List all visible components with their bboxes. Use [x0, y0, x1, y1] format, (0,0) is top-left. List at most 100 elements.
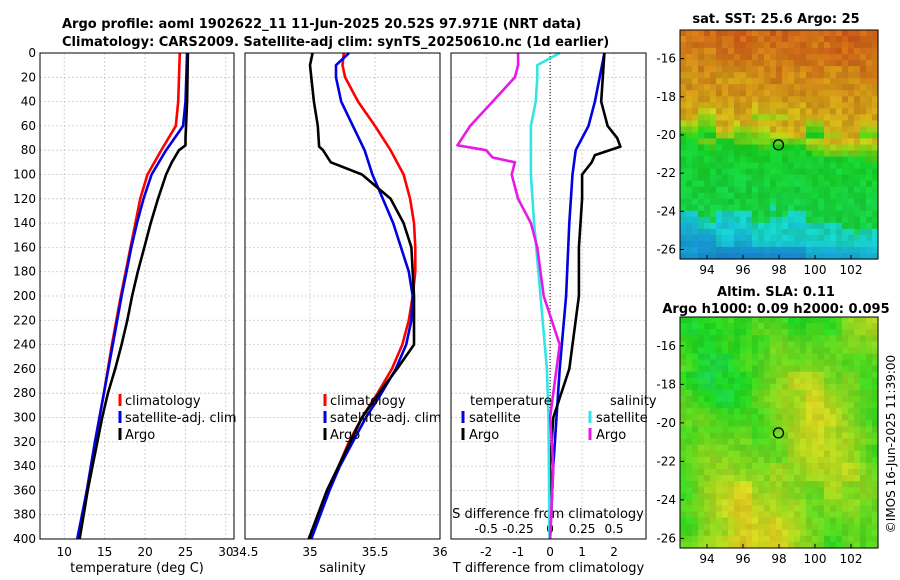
map-cell — [782, 96, 789, 103]
map-cell — [800, 216, 807, 224]
map-cell — [806, 90, 813, 97]
map-cell — [854, 487, 861, 494]
map-cell — [782, 72, 789, 79]
map-cell — [680, 120, 687, 128]
map-cell — [704, 90, 711, 97]
map-cell — [818, 426, 825, 434]
map-cell — [746, 162, 753, 170]
map-cell — [776, 60, 783, 67]
map-cell — [746, 180, 753, 188]
map-cell — [698, 234, 705, 242]
map-cell — [794, 156, 801, 164]
map-cell — [782, 353, 789, 361]
map-cell — [872, 240, 879, 248]
map-cell — [788, 462, 795, 470]
map-cell — [830, 66, 837, 73]
map-cell — [776, 174, 783, 182]
map-cell — [680, 102, 687, 109]
map-cell — [698, 396, 705, 403]
map-cell — [734, 102, 741, 109]
map-cell — [770, 180, 777, 188]
map-cell — [872, 150, 879, 158]
map-cell — [788, 96, 795, 103]
map-cell — [812, 329, 819, 336]
map-cell — [782, 144, 789, 152]
map-cell — [752, 450, 759, 458]
map-cell — [842, 198, 849, 206]
map-cell — [758, 377, 765, 385]
map-cell — [848, 96, 855, 103]
map-y-tick-label: -18 — [656, 377, 676, 391]
map-cell — [806, 30, 813, 37]
map-cell — [746, 511, 753, 519]
map-cell — [794, 475, 801, 482]
map-cell — [758, 511, 765, 519]
map-cell — [854, 210, 861, 218]
map-cell — [680, 420, 687, 428]
map-cell — [800, 246, 807, 254]
map-cell — [824, 36, 831, 43]
map-cell — [794, 114, 801, 121]
map-cell — [800, 192, 807, 200]
map-cell — [806, 246, 813, 254]
map-cell — [746, 541, 753, 549]
map-cell — [854, 252, 861, 260]
map-cell — [704, 186, 711, 194]
map-cell — [818, 126, 825, 134]
map-cell — [716, 90, 723, 97]
map-cell — [686, 523, 693, 531]
map-cell — [698, 108, 705, 115]
map-cell — [734, 228, 741, 236]
map-cell — [734, 475, 741, 482]
map-cell — [824, 132, 831, 140]
map-cell — [800, 450, 807, 458]
map-cell — [770, 234, 777, 242]
map-cell — [812, 42, 819, 49]
series-line-salinity-satellite — [529, 51, 561, 540]
x-tick-label: 25 — [178, 545, 193, 559]
map-cell — [704, 192, 711, 200]
map-cell — [728, 186, 735, 194]
map-cell — [782, 377, 789, 385]
map-cell — [812, 432, 819, 440]
map-cell — [830, 383, 837, 391]
map-cell — [818, 228, 825, 236]
map-cell — [764, 371, 771, 379]
map-cell — [818, 54, 825, 61]
map-cell — [746, 383, 753, 391]
map-cell — [734, 186, 741, 194]
map-cell — [746, 347, 753, 355]
map-cell — [746, 468, 753, 476]
map-cell — [782, 120, 789, 128]
map-cell — [806, 186, 813, 194]
map-cell — [866, 240, 873, 248]
map-cell — [812, 450, 819, 458]
map-cell — [794, 186, 801, 194]
map-cell — [836, 240, 843, 248]
map-cell — [716, 462, 723, 470]
map-cell — [806, 341, 813, 348]
map-cell — [782, 168, 789, 176]
map-cell — [776, 329, 783, 336]
map-cell — [854, 505, 861, 513]
map-cell — [722, 481, 729, 488]
map-cell — [716, 323, 723, 330]
map-cell — [776, 462, 783, 470]
map-cell — [764, 462, 771, 470]
map-cell — [728, 408, 735, 415]
map-cell — [734, 499, 741, 507]
map-cell — [710, 414, 717, 421]
map-cell — [794, 84, 801, 91]
map-cell — [842, 174, 849, 182]
map-cell — [764, 216, 771, 224]
map-cell — [704, 30, 711, 37]
y-tick-label: 60 — [21, 119, 36, 133]
map-cell — [848, 377, 855, 385]
map-cell — [692, 402, 699, 409]
map-cell — [746, 42, 753, 49]
map-cell — [770, 144, 777, 152]
map-cell — [686, 192, 693, 200]
map-cell — [728, 132, 735, 140]
map-cell — [848, 329, 855, 336]
map-cell — [728, 347, 735, 355]
